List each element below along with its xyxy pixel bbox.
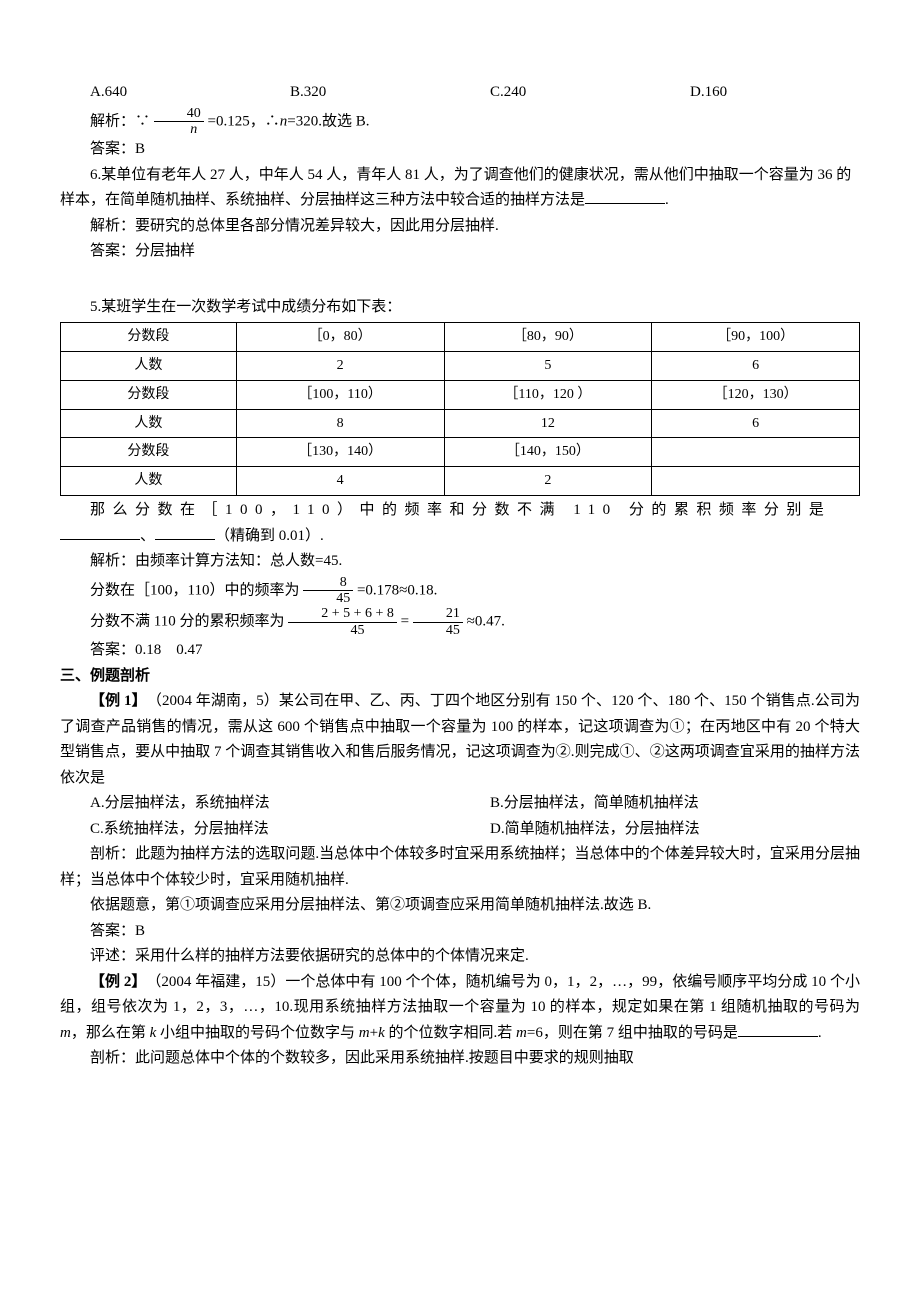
table-row: 人数 2 5 6: [61, 352, 860, 381]
text: =0.125，∴: [208, 113, 280, 129]
table-row: 分数段 ［0，80） ［80，90） ［90，100）: [61, 323, 860, 352]
ex2-stem: 【例 2】 （2004 年福建，15）一个总体中有 100 个个体，随机编号为 …: [60, 970, 860, 1047]
text: =320.故选 B.: [287, 113, 369, 129]
q-top-options: A.640 B.320 C.240 D.160: [60, 80, 860, 106]
q5-ana3: 分数不满 110 分的累积频率为 2 + 5 + 6 + 8 45 = 21 4…: [60, 606, 860, 638]
q5-intro: 5.某班学生在一次数学考试中成绩分布如下表：: [60, 295, 860, 321]
ex1-options-row2: C.系统抽样法，分层抽样法 D.简单随机抽样法，分层抽样法: [60, 817, 860, 843]
score-table: 分数段 ［0，80） ［80，90） ［90，100） 人数 2 5 6 分数段…: [60, 322, 860, 496]
text: 解析：∵: [90, 113, 150, 129]
opt-d: D.简单随机抽样法，分层抽样法: [460, 817, 860, 843]
opt-b: B.320: [260, 80, 460, 106]
blank: [60, 524, 140, 540]
ex1-answer: 答案：B: [60, 919, 860, 945]
opt-a: A.分层抽样法，系统抽样法: [60, 791, 460, 817]
fraction: 21 45: [413, 606, 463, 638]
table-row: 人数 4 2: [61, 467, 860, 496]
opt-a: A.640: [60, 80, 260, 106]
ex1-ana2: 依据题意，第①项调查应采用分层抽样法、第②项调查应采用简单随机抽样法.故选 B.: [60, 893, 860, 919]
q5-ana1: 解析：由频率计算方法知：总人数=45.: [60, 549, 860, 575]
q5-post-a: 那么分数在［100，110）中的频率和分数不满 110 分的累积频率分别是: [60, 498, 860, 524]
ex1-stem: 【例 1】 （2004 年湖南，5）某公司在甲、乙、丙、丁四个地区分别有 150…: [60, 689, 860, 791]
q6-answer: 答案：分层抽样: [60, 239, 860, 265]
blank: [738, 1021, 818, 1037]
fraction: 8 45: [303, 575, 353, 607]
q-top-analysis: 解析：∵ 40 n =0.125，∴n=320.故选 B.: [60, 106, 860, 138]
q-top-answer: 答案：B: [60, 137, 860, 163]
q6-analysis: 解析：要研究的总体里各部分情况差异较大，因此用分层抽样.: [60, 214, 860, 240]
ex1-ana1: 剖析：此题为抽样方法的选取问题.当总体中个体较多时宜采用系统抽样；当总体中的个体…: [60, 842, 860, 893]
q5-answer: 答案：0.18 0.47: [60, 638, 860, 664]
blank: [585, 188, 665, 204]
table-row: 分数段 ［100，110） ［110，120 ） ［120，130）: [61, 380, 860, 409]
ex1-review: 评述：采用什么样的抽样方法要依据研究的总体中的个体情况来定.: [60, 944, 860, 970]
fraction: 2 + 5 + 6 + 8 45: [288, 606, 397, 638]
opt-c: C.系统抽样法，分层抽样法: [60, 817, 460, 843]
ex2-ana: 剖析：此问题总体中个体的个数较多，因此采用系统抽样.按题目中要求的规则抽取: [60, 1046, 860, 1072]
opt-d: D.160: [660, 80, 860, 106]
ex1-options-row1: A.分层抽样法，系统抽样法 B.分层抽样法，简单随机抽样法: [60, 791, 860, 817]
section-3-title: 三、例题剖析: [60, 664, 860, 690]
q5-blanks: 、（精确到 0.01）.: [60, 524, 860, 550]
opt-c: C.240: [460, 80, 660, 106]
q5-ana2: 分数在［100，110）中的频率为 8 45 =0.178≈0.18.: [60, 575, 860, 607]
blank: [155, 524, 215, 540]
table-row: 分数段 ［130，140） ［140，150）: [61, 438, 860, 467]
fraction: 40 n: [154, 106, 204, 138]
opt-b: B.分层抽样法，简单随机抽样法: [460, 791, 860, 817]
table-row: 人数 8 12 6: [61, 409, 860, 438]
q6-text: 6.某单位有老年人 27 人，中年人 54 人，青年人 81 人，为了调查他们的…: [60, 163, 860, 214]
